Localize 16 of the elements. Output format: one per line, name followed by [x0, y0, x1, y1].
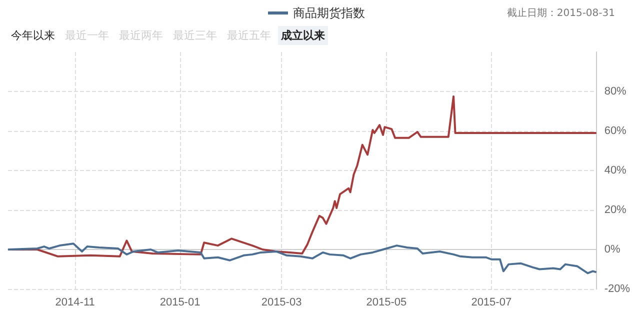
- x-tick-label: 2014-11: [55, 296, 95, 308]
- legend-label: 商品期货指数: [293, 6, 365, 20]
- x-tick-label: 2015-01: [160, 296, 200, 308]
- x-tick-label: 2015-03: [261, 296, 302, 308]
- text: 今年以来: [10, 28, 56, 44]
- y-tick-label: 80%: [604, 86, 627, 98]
- text: 成立以来: [278, 26, 328, 45]
- y-tick-label: 40%: [604, 164, 627, 176]
- x-tick-label: 2015-07: [471, 296, 512, 308]
- line-series: [7, 242, 598, 274]
- y-tick-label: 20%: [604, 204, 627, 216]
- y-tick-label: 60%: [604, 125, 627, 137]
- text: 截止日期：2015-08-31: [506, 6, 615, 20]
- x-tick-label: 2015-05: [366, 296, 407, 308]
- y-tick-label: 0%: [604, 244, 620, 256]
- y-tick-label: -20%: [604, 283, 630, 295]
